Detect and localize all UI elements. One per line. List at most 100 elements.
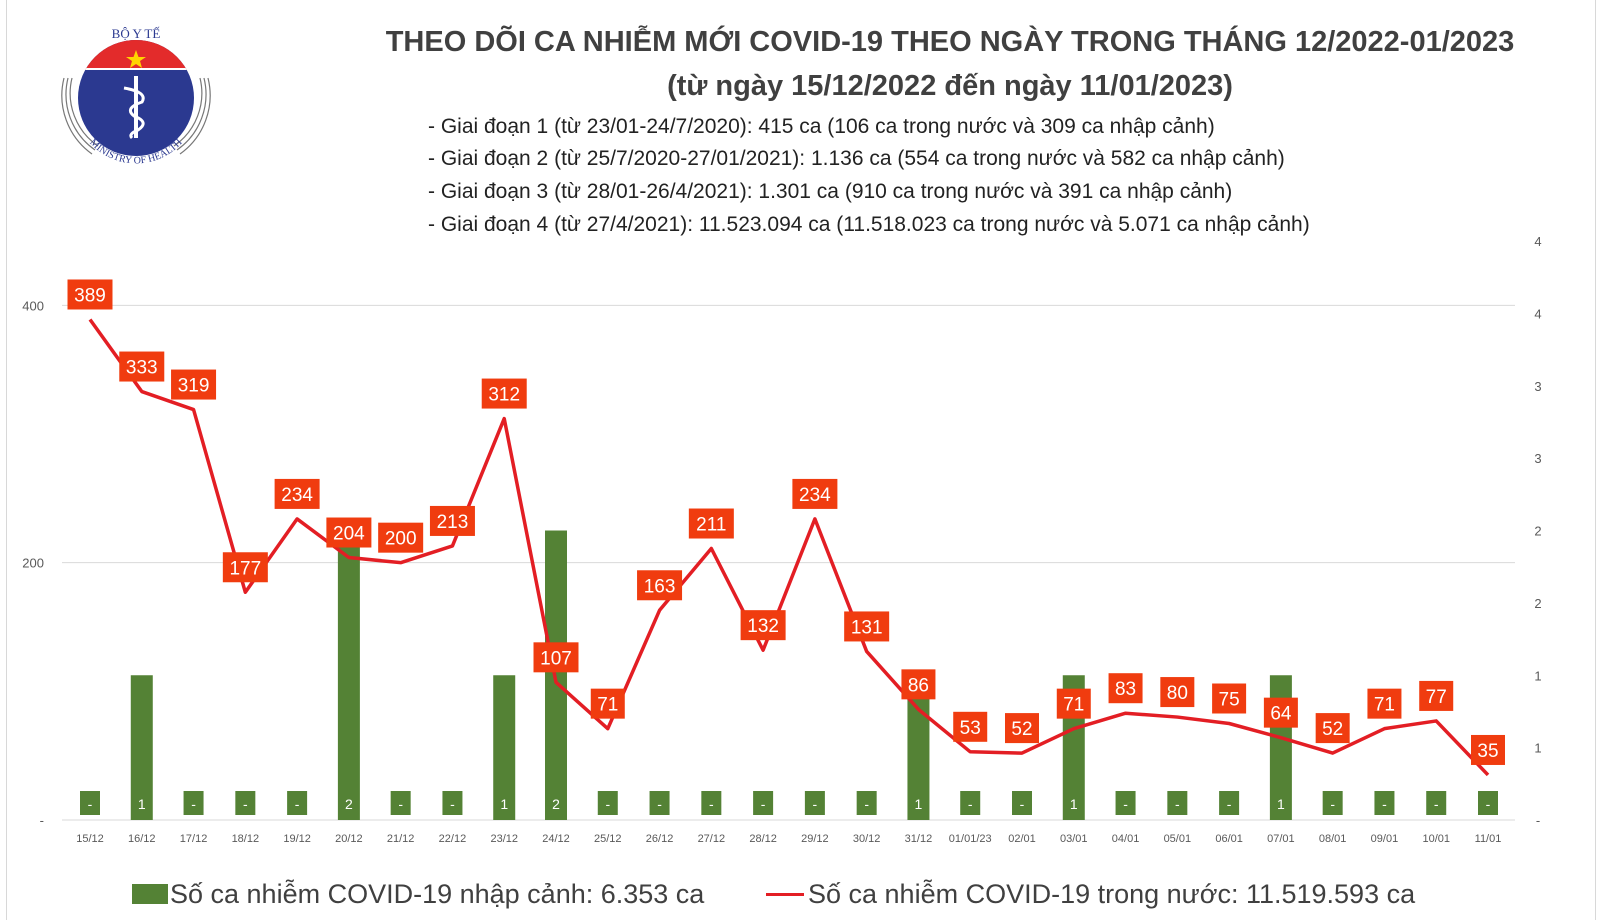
bar-label-box	[546, 791, 566, 815]
x-axis-tick-label: 03/01	[1060, 833, 1088, 845]
bar-data-label: -	[295, 796, 300, 812]
bar-label-box	[597, 791, 618, 815]
line-data-label: 234	[799, 485, 831, 506]
bar-label-box	[701, 791, 722, 815]
line-data-label: 200	[385, 529, 417, 550]
bar-data-label: -	[398, 796, 403, 812]
x-axis-tick-label: 01/01/23	[949, 833, 992, 845]
line-data-label: 333	[126, 358, 158, 379]
line-label-box	[119, 351, 165, 382]
bar-data-label: 2	[552, 796, 560, 812]
line-data-label: 80	[1167, 683, 1188, 704]
line-label-box	[740, 610, 786, 641]
bar-label-box	[753, 791, 774, 815]
bar-data-label: -	[1330, 796, 1335, 812]
line-label-box	[1471, 734, 1505, 765]
bar-data-label: -	[657, 796, 662, 812]
line-label-box	[844, 611, 890, 642]
bar	[337, 530, 360, 820]
x-axis-tick-label: 11/01	[1475, 833, 1502, 845]
domestic-cases-line	[88, 318, 1490, 777]
line-label-box	[1005, 713, 1039, 744]
line-data-label: 71	[1063, 695, 1084, 716]
bar-data-label: -	[1227, 796, 1232, 812]
line-data-label: 71	[1374, 695, 1395, 716]
line-data-label: 71	[597, 695, 618, 716]
right-axis-tick-label: 1	[1534, 668, 1541, 683]
x-axis-tick-label: 29/12	[801, 833, 829, 845]
line-data-label: 234	[281, 485, 313, 506]
right-axis-tick-label: 3	[1534, 379, 1541, 394]
x-axis-tick-label: 27/12	[698, 833, 726, 845]
phase-1-summary: - Giai đoạn 1 (từ 23/01-24/7/2020): 415 …	[428, 115, 1215, 138]
bar-label-box	[338, 791, 359, 815]
line-data-label: 213	[437, 512, 469, 533]
line-label-box	[533, 642, 579, 673]
bar-label-box	[1478, 791, 1498, 815]
bar-label-box	[1426, 791, 1447, 815]
right-axis-tick-label: 1	[1534, 741, 1541, 756]
bar-data-label: -	[88, 796, 93, 812]
x-axis-tick-label: 24/12	[542, 833, 570, 845]
x-axis-tick-label: 05/01	[1164, 833, 1192, 845]
x-axis-tick-label: 25/12	[594, 833, 622, 845]
line-label-box	[688, 508, 734, 539]
line-label-box	[1263, 697, 1298, 728]
bar-data-label: 1	[915, 796, 923, 812]
legend-item-imported: Số ca nhiễm COVID-19 nhập cảnh: 6.353 ca	[132, 878, 704, 910]
right-axis-tick-label: -	[1536, 813, 1540, 828]
bar-data-label: -	[605, 796, 610, 812]
bar-label-box	[1219, 791, 1240, 815]
bar-label-box	[235, 791, 256, 815]
legend-line-swatch	[766, 892, 804, 896]
bar-data-label: -	[1123, 796, 1128, 812]
left-axis-tick-label: -	[40, 813, 44, 828]
bar-data-label: -	[761, 796, 766, 812]
line-data-label: 83	[1115, 679, 1136, 700]
bar-label-box	[804, 791, 825, 815]
line-data-label: 52	[1322, 719, 1343, 740]
bar-data-label: 1	[138, 796, 146, 812]
line-label-box	[1212, 683, 1247, 714]
bar-data-label: 1	[500, 796, 508, 812]
legend-domestic-label: Số ca nhiễm COVID-19 trong nước: 11.519.…	[808, 879, 1416, 909]
left-axis-tick-label: 400	[22, 298, 44, 313]
bar-label-box	[908, 791, 929, 815]
x-axis-tick-label: 10/01	[1422, 833, 1450, 845]
line-label-box	[429, 505, 475, 536]
x-axis-tick-label: 18/12	[232, 833, 260, 845]
bar-data-label: -	[1020, 796, 1025, 812]
line-data-label: 64	[1270, 704, 1292, 725]
bar	[130, 675, 153, 820]
bar-label-box	[1270, 791, 1291, 815]
bar-data-label: -	[1486, 796, 1491, 812]
x-axis-tick-label: 21/12	[387, 833, 415, 845]
phase-4-summary: - Giai đoạn 4 (từ 27/4/2021): 11.523.094…	[428, 213, 1310, 236]
bar-data-label: -	[450, 796, 455, 812]
bar-data-label: -	[709, 796, 714, 812]
bar	[907, 675, 930, 820]
line-label-box	[792, 478, 838, 509]
bar-data-label: 2	[345, 796, 353, 812]
line-data-label: 204	[333, 524, 365, 545]
x-axis-tick-label: 02/01	[1008, 833, 1036, 845]
line-data-label: 211	[696, 515, 726, 536]
line-label-box	[378, 522, 424, 553]
line-label-box	[1160, 677, 1195, 708]
line-label-box	[901, 669, 936, 700]
x-axis-tick-label: 17/12	[180, 833, 208, 845]
line-data-label: 77	[1426, 687, 1447, 708]
x-axis-tick-label: 06/01	[1215, 833, 1243, 845]
bar-label-box	[960, 791, 981, 815]
x-axis-tick-label: 09/01	[1371, 833, 1399, 845]
line-data-label: 163	[644, 576, 676, 597]
bar-label-box	[390, 791, 411, 815]
x-axis-tick-label: 04/01	[1112, 833, 1140, 845]
line-data-label: 132	[747, 616, 779, 637]
x-axis-tick-label: 28/12	[749, 833, 777, 845]
right-axis-tick-label: 3	[1534, 451, 1541, 466]
bar-label-box	[287, 791, 308, 815]
x-axis-tick-label: 23/12	[490, 833, 518, 845]
line-data-label: 52	[1011, 719, 1032, 740]
